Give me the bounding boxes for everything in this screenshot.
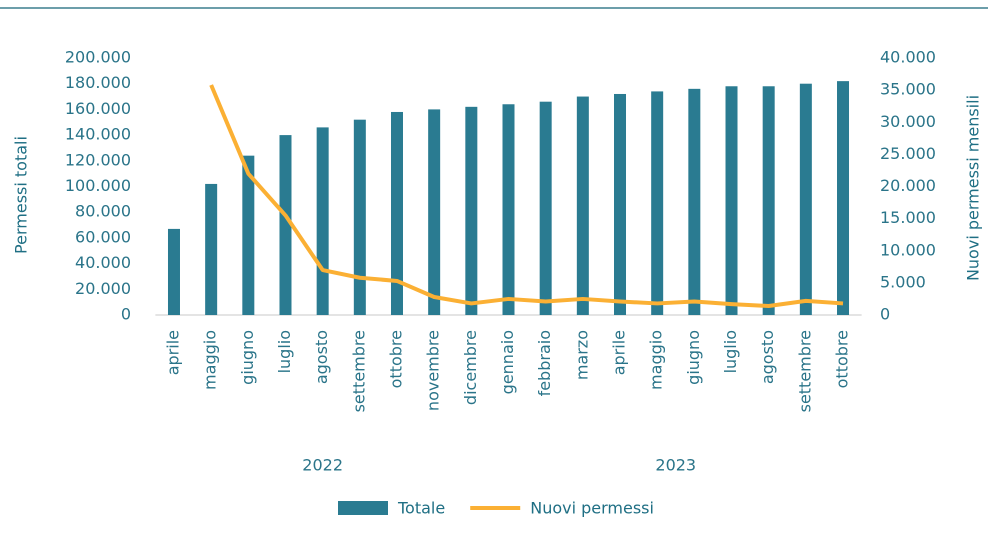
bar [428, 109, 441, 316]
y2-tick-label: 40.000 [880, 48, 936, 67]
y2-tick-label: 20.000 [880, 176, 936, 195]
y-tick-label: 80.000 [75, 202, 131, 221]
x-tick-label: dicembre [461, 330, 480, 405]
bar [539, 101, 552, 315]
x-tick-label: agosto [312, 330, 331, 384]
x-tick-label: settembre [349, 330, 368, 412]
bar [353, 119, 366, 316]
y2-axis-title: Nuovi permessi mensili [964, 95, 983, 281]
x-tick-label: gennaio [498, 330, 517, 394]
y-tick-label: 40.000 [75, 253, 131, 272]
legend-label: Totale [397, 499, 445, 518]
x-tick-label: marzo [572, 330, 591, 380]
y2-tick-label: 5.000 [880, 272, 926, 291]
bar [502, 104, 515, 315]
x-tick-label: febbraio [535, 330, 554, 396]
y-axis-title: Permessi totali [12, 136, 31, 254]
bar [242, 155, 255, 315]
x-tick-label: aprile [610, 330, 629, 375]
legend-swatch [338, 501, 388, 515]
x-tick-label: agosto [758, 330, 777, 384]
y-tick-label: 180.000 [65, 73, 131, 92]
bar [316, 127, 329, 315]
y2-tick-label: 15.000 [880, 208, 936, 227]
x-group-label: 2023 [655, 456, 696, 475]
x-tick-label: luglio [275, 330, 294, 373]
bar [799, 83, 812, 315]
x-tick-label: novembre [424, 330, 443, 411]
x-tick-label: giugno [238, 330, 257, 385]
y-tick-label: 60.000 [75, 227, 131, 246]
y2-tick-label: 0 [880, 305, 890, 324]
y-tick-label: 20.000 [75, 279, 131, 298]
y-tick-label: 0 [121, 305, 131, 324]
x-tick-label: ottobre [386, 330, 405, 388]
bar [167, 228, 180, 315]
bar [651, 91, 664, 315]
legend-label: Nuovi permessi [530, 499, 654, 518]
y-tick-label: 200.000 [65, 48, 131, 67]
x-tick-label: aprile [163, 330, 182, 375]
y-tick-label: 140.000 [65, 125, 131, 144]
x-tick-label: ottobre [833, 330, 852, 388]
bar [279, 135, 292, 315]
x-tick-label: giugno [684, 330, 703, 385]
bar [725, 86, 738, 316]
x-group-label: 2022 [302, 456, 343, 475]
bar [614, 93, 627, 315]
bar [205, 183, 218, 315]
x-tick-label: maggio [201, 330, 220, 390]
bar [688, 88, 701, 315]
bar [576, 96, 589, 315]
x-tick-label: luglio [721, 330, 740, 373]
y-tick-label: 160.000 [65, 99, 131, 118]
y2-tick-label: 10.000 [880, 240, 936, 259]
y-tick-label: 100.000 [65, 176, 131, 195]
bar [390, 111, 403, 315]
line [209, 84, 844, 309]
x-tick-label: settembre [795, 330, 814, 412]
x-tick-label: maggio [647, 330, 666, 390]
bar [465, 106, 478, 315]
y2-tick-label: 25.000 [880, 144, 936, 163]
y-tick-label: 120.000 [65, 150, 131, 169]
bar [837, 81, 850, 315]
y2-tick-label: 30.000 [880, 112, 936, 131]
bar [762, 86, 775, 316]
y2-tick-label: 35.000 [880, 80, 936, 99]
